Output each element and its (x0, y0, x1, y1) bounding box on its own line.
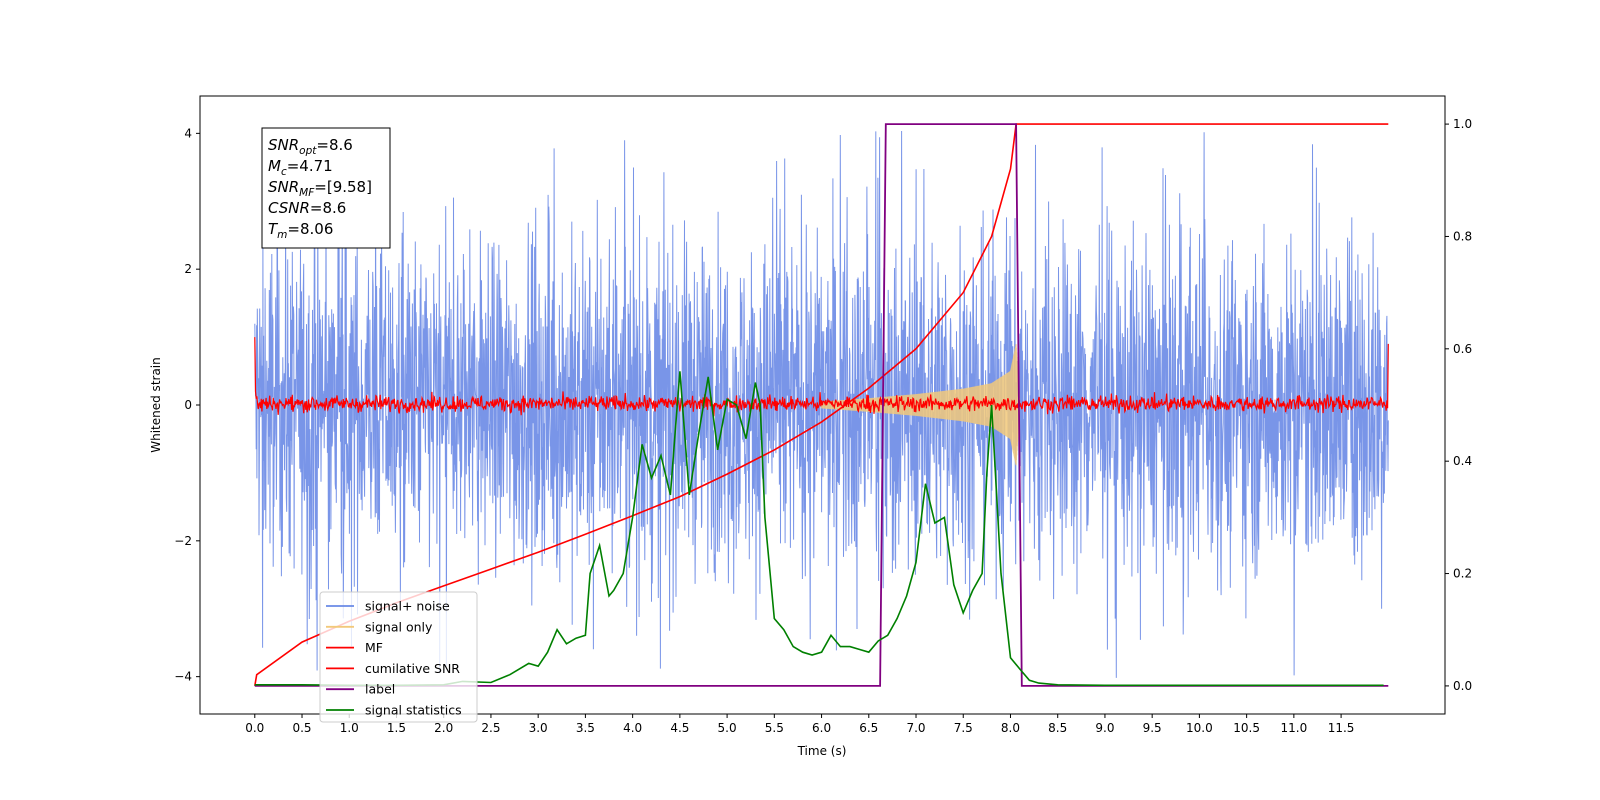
x-tick-label: 4.0 (623, 721, 642, 735)
y-right-tick-label: 0.8 (1453, 229, 1472, 243)
y-left-tick-label: −2 (174, 534, 192, 548)
y-right-tick-label: 0.4 (1453, 454, 1472, 468)
x-axis-label: Time (s) (797, 744, 847, 758)
x-tick-label: 8.0 (1001, 721, 1020, 735)
y-axis-label: Whitened strain (149, 357, 163, 453)
signal-statistics-line (254, 371, 1384, 687)
y-axis-left: −4 −2 0 2 4 (174, 126, 200, 684)
legend-frame (319, 591, 478, 723)
x-tick-label: 9.0 (1095, 721, 1114, 735)
x-tick-label: 0.5 (292, 721, 311, 735)
x-tick-label: 4.5 (670, 721, 689, 735)
annotation-line: SNRopt=8.6 (268, 136, 353, 157)
y-right-tick-label: 1.0 (1453, 117, 1472, 131)
y-right-tick-label: 0.2 (1453, 567, 1472, 581)
x-tick-label: 5.0 (718, 721, 737, 735)
x-tick-label: 10.5 (1233, 721, 1260, 735)
x-tick-label: 6.5 (859, 721, 878, 735)
x-tick-label: 3.0 (529, 721, 548, 735)
x-tick-label: 6.0 (812, 721, 831, 735)
y-left-tick-label: 2 (184, 262, 192, 276)
x-tick-label: 7.0 (906, 721, 925, 735)
signal-noise-series (254, 130, 1389, 678)
legend-label: signal only (365, 619, 433, 634)
x-tick-label: 11.5 (1328, 721, 1355, 735)
x-tick-label: 2.0 (434, 721, 453, 735)
y-left-tick-label: 0 (184, 398, 192, 412)
x-tick-label: 5.5 (765, 721, 784, 735)
x-tick-label: 7.5 (954, 721, 973, 735)
x-tick-label: 8.5 (1048, 721, 1067, 735)
y-right-tick-label: 0.0 (1453, 679, 1472, 693)
mf-series (254, 337, 1389, 417)
annotation-line: CSNR=8.6 (268, 199, 346, 217)
annotation-line: SNRMF=[9.58] (268, 178, 372, 199)
x-tick-label: 10.0 (1186, 721, 1213, 735)
x-tick-label: 1.0 (340, 721, 359, 735)
legend-label: cumilative SNR (365, 661, 460, 676)
legend-label: signal statistics (365, 703, 462, 718)
y-left-tick-label: 4 (184, 126, 192, 140)
legend-label: signal+ noise (365, 599, 450, 614)
x-tick-label: 0.0 (245, 721, 264, 735)
annotation-frame (261, 127, 391, 249)
mf-line (254, 337, 1389, 417)
y-axis-right: 0.0 0.2 0.4 0.6 0.8 1.0 (1445, 117, 1472, 693)
annotation-line: Mc=4.71 (268, 157, 333, 178)
signal-only-line (821, 344, 1021, 466)
y-right-tick-label: 0.6 (1453, 342, 1472, 356)
y-left-tick-label: −4 (174, 670, 192, 684)
x-tick-label: 2.5 (481, 721, 500, 735)
legend: signal+ noise signal only MF cumilative SNR… (319, 591, 478, 723)
x-axis: 0.0 0.5 1.0 1.5 2.0 2.5 3.0 3.5 4.0 4.5 5.0 5.5 6.0 6… (245, 714, 1354, 735)
signal-noise-line (254, 130, 1389, 678)
signal-only-series (821, 344, 1021, 466)
legend-label: label (365, 682, 395, 697)
x-tick-label: 11.0 (1281, 721, 1308, 735)
x-tick-label: 1.5 (387, 721, 406, 735)
legend-label: MF (365, 640, 383, 655)
annotation-line: Tm=8.06 (268, 220, 333, 241)
x-tick-label: 3.5 (576, 721, 595, 735)
label-line (254, 123, 1389, 687)
x-tick-label: 9.5 (1143, 721, 1162, 735)
